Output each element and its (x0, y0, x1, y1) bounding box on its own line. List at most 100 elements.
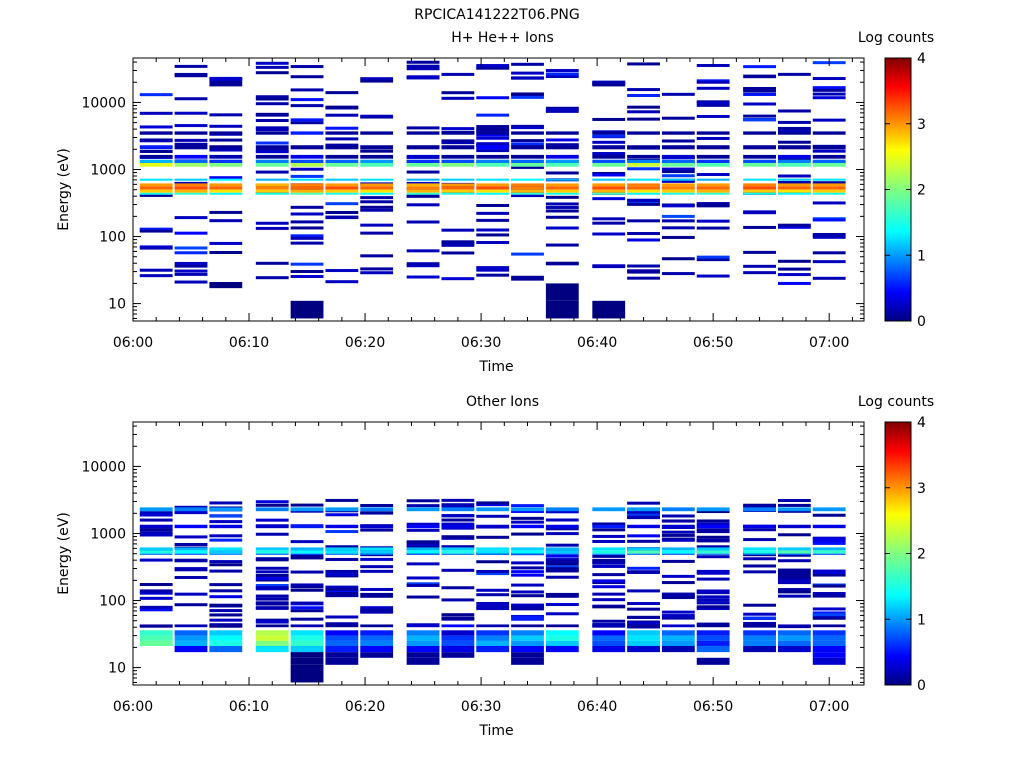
heatmap-cell (545, 645, 579, 653)
heatmap-cell (290, 640, 324, 646)
heatmap-cell (360, 610, 394, 614)
heatmap-cell (406, 524, 440, 529)
heatmap-cell (545, 145, 579, 150)
heatmap-cell (661, 514, 695, 518)
heatmap-cell (360, 635, 394, 641)
heatmap-cell (696, 524, 730, 529)
heatmap-cell (545, 192, 579, 195)
heatmap-cell (661, 530, 695, 534)
heatmap-cell (661, 116, 695, 120)
heatmap-cell (592, 534, 626, 538)
heatmap-cell (290, 507, 324, 512)
x-axis-label: Time (478, 723, 513, 739)
heatmap-cell (360, 162, 394, 167)
heatmap-cell (360, 159, 394, 163)
heatmap-cell (255, 95, 289, 99)
heatmap-cell (696, 571, 730, 575)
heatmap-cell (325, 159, 359, 163)
heatmap-cell (325, 657, 359, 665)
heatmap-cell (476, 192, 510, 195)
heatmap-cell (627, 640, 660, 646)
heatmap-cell (290, 300, 324, 319)
heatmap-cell (325, 550, 359, 554)
heatmap-cell (661, 235, 695, 239)
heatmap-cell (777, 120, 811, 124)
heatmap-cell (812, 232, 846, 236)
heatmap-cell (441, 553, 475, 555)
heatmap-cell (661, 581, 695, 585)
heatmap-cell (777, 559, 811, 563)
heatmap-cell (209, 640, 243, 646)
heatmap-cell (209, 547, 243, 551)
heatmap-cell (812, 550, 846, 554)
heatmap-cell (139, 159, 173, 163)
heatmap-cell (812, 181, 846, 185)
heatmap-cell (777, 547, 811, 551)
heatmap-cell (812, 507, 846, 512)
heatmap-cell (777, 189, 811, 193)
heatmap-cell (406, 192, 440, 195)
heatmap-cell (209, 189, 243, 193)
y-tick-label: 100 (99, 230, 126, 246)
heatmap-cell (290, 174, 324, 178)
heatmap-cell (812, 571, 846, 575)
heatmap-cell (777, 550, 811, 554)
heatmap-cell (255, 71, 289, 75)
heatmap-cell (661, 624, 695, 628)
heatmap-cell (360, 565, 394, 569)
heatmap-cell (661, 186, 695, 190)
heatmap-cell (290, 503, 324, 507)
heatmap-cell (255, 558, 289, 562)
heatmap-cell (511, 252, 544, 256)
heatmap-cell (476, 268, 510, 272)
heatmap-cell (406, 249, 440, 253)
heatmap-cell (661, 559, 695, 563)
heatmap-cell (545, 592, 579, 598)
x-tick-label: 06:30 (461, 699, 501, 715)
heatmap-cell (545, 178, 579, 181)
heatmap-cell (476, 501, 510, 505)
x-tick-label: 06:20 (345, 335, 385, 351)
heatmap-cell (661, 574, 695, 578)
heatmap-cell (255, 507, 289, 512)
heatmap-cell (325, 652, 359, 658)
heatmap-cell (661, 178, 695, 181)
heatmap-cell (627, 620, 660, 624)
heatmap-cell (743, 507, 776, 512)
heatmap-cell (545, 195, 579, 199)
heatmap-cell (812, 657, 846, 665)
heatmap-cell (139, 178, 173, 181)
heatmap-cell (441, 131, 475, 135)
heatmap-cell (777, 162, 811, 167)
heatmap-cell (209, 162, 243, 167)
heatmap-cell (290, 635, 324, 641)
heatmap-cell (511, 192, 544, 195)
heatmap-cell (812, 96, 846, 100)
heatmap-cell (777, 553, 811, 557)
y-axis-label: Energy (eV) (56, 512, 72, 595)
heatmap-cell (743, 192, 776, 195)
heatmap-cell (743, 118, 776, 122)
x-tick-label: 07:00 (809, 699, 849, 715)
heatmap-cell (696, 173, 730, 177)
heatmap-cell (592, 558, 626, 562)
heatmap-cell (174, 553, 208, 555)
heatmap-cell (511, 607, 544, 611)
heatmap-cell (696, 657, 730, 665)
heatmap-cell (406, 541, 440, 545)
heatmap-cell (139, 229, 173, 233)
heatmap-cell (441, 645, 475, 653)
colorbar-title: Log counts (858, 394, 934, 410)
heatmap-cell (661, 192, 695, 195)
heatmap-cell (777, 109, 811, 113)
heatmap-cell (743, 225, 776, 229)
heatmap-cell (476, 143, 510, 147)
heatmap-cell (441, 524, 475, 529)
heatmap-cell (209, 154, 243, 159)
heatmap-cell (290, 270, 324, 274)
heatmap-cell (661, 257, 695, 261)
heatmap-cell (545, 562, 579, 566)
heatmap-cell (325, 498, 359, 502)
heatmap-cell (812, 162, 846, 167)
heatmap-cell (545, 560, 579, 564)
